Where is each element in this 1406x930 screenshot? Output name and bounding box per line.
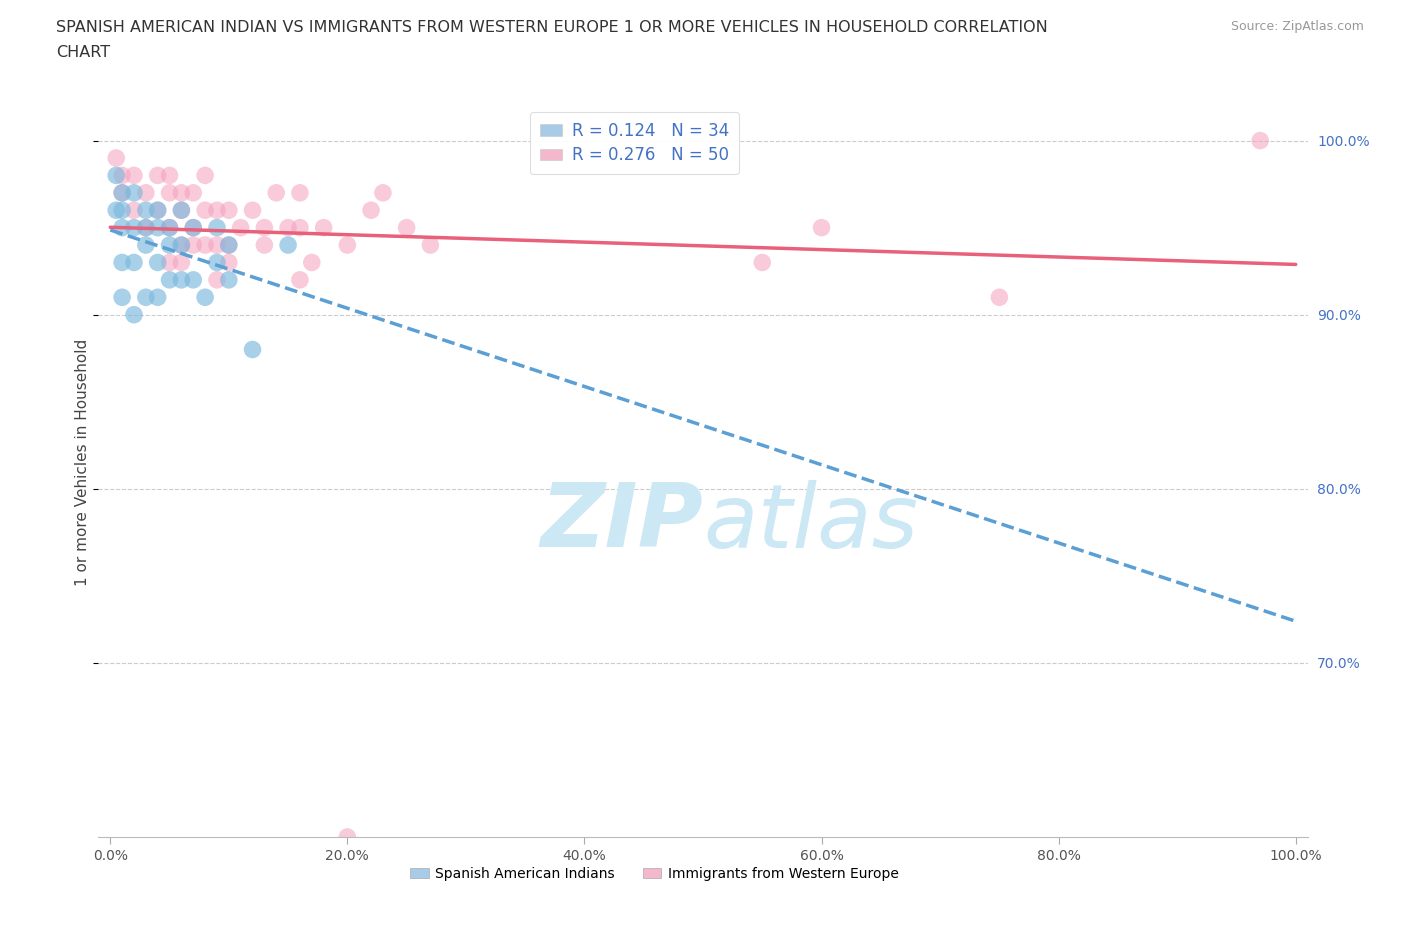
Point (105, 203, 128, 218)
Point (181, 220, 204, 235)
Point (146, 255, 169, 270)
Point (170, 237, 193, 252)
Point (194, 237, 217, 252)
Point (170, 203, 193, 218)
Point (122, 185, 145, 200)
Point (135, 290, 157, 305)
Point (751, 255, 773, 270)
Text: SPANISH AMERICAN INDIAN VS IMMIGRANTS FROM WESTERN EUROPE 1 OR MORE VEHICLES IN : SPANISH AMERICAN INDIAN VS IMMIGRANTS FR… (56, 20, 1047, 35)
Point (194, 203, 217, 218)
Point (371, 185, 394, 200)
Point (111, 185, 134, 200)
Point (336, 830, 359, 844)
Point (242, 342, 264, 357)
Point (395, 220, 418, 235)
Point (111, 255, 134, 270)
Point (159, 237, 181, 252)
Point (146, 220, 169, 235)
Point (111, 203, 134, 218)
Point (135, 203, 157, 218)
Point (146, 203, 169, 218)
Point (218, 203, 240, 218)
Point (122, 255, 145, 270)
Point (159, 272, 181, 287)
Point (253, 220, 276, 235)
Point (218, 237, 240, 252)
Point (181, 185, 204, 200)
Point (242, 203, 264, 218)
Point (264, 185, 287, 200)
Point (288, 220, 311, 235)
Point (277, 220, 299, 235)
Point (205, 272, 228, 287)
Y-axis label: 1 or more Vehicles in Household: 1 or more Vehicles in Household (75, 339, 90, 586)
Point (146, 203, 169, 218)
Point (810, 220, 832, 235)
Point (419, 237, 441, 252)
Point (277, 237, 299, 252)
Point (1249, 133, 1271, 148)
Point (146, 168, 169, 183)
Point (111, 220, 134, 235)
Text: Source: ZipAtlas.com: Source: ZipAtlas.com (1230, 20, 1364, 33)
Point (205, 255, 228, 270)
Point (135, 220, 157, 235)
Point (170, 237, 193, 252)
Point (218, 237, 240, 252)
Text: ZIP: ZIP (540, 479, 703, 566)
Point (288, 272, 311, 287)
Point (135, 185, 157, 200)
Point (170, 185, 193, 200)
Point (360, 203, 382, 218)
Text: CHART: CHART (56, 45, 110, 60)
Point (159, 255, 181, 270)
Point (122, 220, 145, 235)
Point (312, 220, 335, 235)
Point (181, 237, 204, 252)
Point (988, 290, 1011, 305)
Point (181, 272, 204, 287)
Point (181, 220, 204, 235)
Point (111, 168, 134, 183)
Point (159, 220, 181, 235)
Point (288, 185, 311, 200)
Point (159, 185, 181, 200)
Point (301, 255, 323, 270)
Point (159, 220, 181, 235)
Point (122, 307, 145, 322)
Point (205, 203, 228, 218)
Point (170, 255, 193, 270)
Point (111, 290, 134, 305)
Point (205, 220, 228, 235)
Text: atlas: atlas (703, 480, 918, 565)
Point (122, 168, 145, 183)
Point (105, 151, 128, 166)
Point (170, 272, 193, 287)
Legend: Spanish American Indians, Immigrants from Western Europe: Spanish American Indians, Immigrants fro… (405, 861, 904, 886)
Point (105, 168, 128, 183)
Point (218, 255, 240, 270)
Point (135, 237, 157, 252)
Point (218, 272, 240, 287)
Point (194, 168, 217, 183)
Point (194, 290, 217, 305)
Point (205, 237, 228, 252)
Point (336, 237, 359, 252)
Point (253, 237, 276, 252)
Point (229, 220, 252, 235)
Point (170, 203, 193, 218)
Point (122, 203, 145, 218)
Point (146, 290, 169, 305)
Point (111, 185, 134, 200)
Point (159, 168, 181, 183)
Point (135, 220, 157, 235)
